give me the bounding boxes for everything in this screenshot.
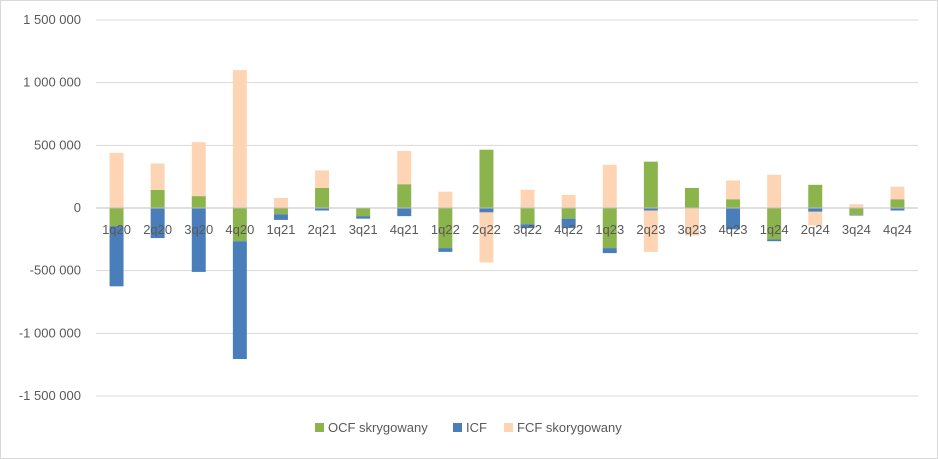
x-tick-label: 3q24 — [842, 222, 871, 237]
bar-2q21-series-0 — [315, 187, 330, 208]
bar-2q20-series-0 — [150, 189, 165, 208]
bar-3q20-series-1 — [191, 208, 206, 272]
bar-1q21-series-0 — [273, 208, 288, 215]
x-axis: 1q20 2q20 3q20 4q20 1q21 2q21 3q21 4q21 1q22 2q22… — [96, 207, 918, 237]
bar-2q24-series-1 — [808, 208, 823, 212]
bar-4q20-series-1 — [232, 241, 247, 360]
bar-3q23-series-2 — [684, 208, 699, 236]
x-tick-label: 3q21 — [349, 222, 378, 237]
legend-swatch — [504, 423, 513, 432]
bar-1q21-series-1 — [273, 214, 288, 220]
x-tick-label: 1q23 — [595, 222, 624, 237]
x-tick-label: 3q23 — [677, 222, 706, 237]
bar-1q24-series-0 — [767, 208, 782, 240]
x-tick-label: 2q23 — [636, 222, 665, 237]
y-tick-label: 1 500 000 — [23, 12, 81, 27]
x-tick-label: 4q21 — [390, 222, 419, 237]
bar-2q20-series-1 — [150, 208, 165, 239]
bar-2q24-series-2 — [808, 211, 823, 226]
x-tick-label: 4q20 — [225, 222, 254, 237]
bar-4q21-series-1 — [397, 208, 412, 217]
bar-3q21-series-0 — [356, 208, 371, 217]
bar-1q24-series-2 — [767, 174, 782, 208]
bar-1q20-series-0 — [109, 208, 124, 227]
bar-4q23-series-0 — [726, 199, 741, 208]
bar-1q22-series-2 — [438, 191, 453, 208]
y-tick-label: -1 000 000 — [19, 325, 81, 340]
bar-3q24-series-0 — [849, 208, 864, 215]
y-tick-label: -500 000 — [30, 263, 81, 278]
bar-2q21-series-2 — [315, 170, 330, 188]
x-tick-label: 3q20 — [184, 222, 213, 237]
bar-4q24-series-0 — [890, 199, 905, 208]
bar-2q23-series-0 — [643, 161, 658, 208]
bar-3q24-series-1 — [849, 214, 864, 216]
x-tick-label: 2q22 — [472, 222, 501, 237]
y-tick-label: 0 — [74, 200, 81, 215]
x-tick-label: 2q21 — [308, 222, 337, 237]
legend-label: ICF — [466, 420, 487, 435]
bar-2q20-series-2 — [150, 163, 165, 190]
x-tick-label: 1q22 — [431, 222, 460, 237]
y-tick-label: -1 500 000 — [19, 388, 81, 403]
legend-swatch — [453, 423, 462, 432]
bar-1q20-series-2 — [109, 152, 124, 208]
bar-4q23-series-1 — [726, 208, 741, 230]
x-tick-label: 1q24 — [760, 222, 789, 237]
legend: OCF skrygowany ICF FCF skorygowany — [315, 420, 622, 435]
bar-1q23-series-2 — [602, 164, 617, 208]
bar-1q23-series-0 — [602, 208, 617, 249]
x-tick-label: 4q22 — [554, 222, 583, 237]
bar-2q21-series-1 — [315, 208, 330, 211]
bar-4q20-series-2 — [232, 70, 247, 208]
legend-label: OCF skrygowany — [328, 420, 428, 435]
bar-3q22-series-1 — [520, 224, 535, 229]
bar-4q21-series-2 — [397, 150, 412, 185]
bars — [109, 70, 905, 360]
bar-1q23-series-1 — [602, 248, 617, 254]
x-tick-label: 2q20 — [143, 222, 172, 237]
bar-3q21-series-1 — [356, 216, 371, 219]
x-tick-label: 1q21 — [266, 222, 295, 237]
bar-2q22-series-1 — [479, 208, 494, 213]
x-tick-label: 2q24 — [801, 222, 830, 237]
bar-2q23-series-2 — [643, 210, 658, 252]
legend-swatch — [315, 423, 324, 432]
legend-label: FCF skorygowany — [517, 420, 622, 435]
bar-3q24-series-2 — [849, 204, 864, 208]
x-tick-label: 3q22 — [513, 222, 542, 237]
bar-1q24-series-1 — [767, 239, 782, 242]
bar-3q22-series-2 — [520, 189, 535, 208]
bar-1q21-series-2 — [273, 197, 288, 208]
bar-4q24-series-1 — [890, 208, 905, 211]
x-tick-label: 4q24 — [883, 222, 912, 237]
x-tick-label: 1q20 — [102, 222, 131, 237]
bar-2q22-series-0 — [479, 149, 494, 208]
y-tick-label: 1 000 000 — [23, 75, 81, 90]
bar-3q20-series-2 — [191, 142, 206, 197]
x-tick-label: 4q23 — [719, 222, 748, 237]
bar-3q22-series-0 — [520, 208, 535, 225]
y-tick-label: 500 000 — [34, 137, 81, 152]
bar-4q20-series-0 — [232, 208, 247, 242]
bar-1q22-series-1 — [438, 248, 453, 252]
bar-4q22-series-1 — [561, 218, 576, 229]
bar-4q24-series-2 — [890, 186, 905, 200]
bar-3q23-series-0 — [684, 187, 699, 208]
bar-4q22-series-2 — [561, 194, 576, 208]
bar-3q20-series-0 — [191, 196, 206, 208]
bar-1q20-series-1 — [109, 226, 124, 287]
bar-4q23-series-2 — [726, 180, 741, 200]
y-axis: 1 500 000 1 000 000 500 000 0 -500 000 -1 000… — [19, 12, 81, 403]
bar-4q21-series-0 — [397, 184, 412, 208]
bar-4q22-series-0 — [561, 208, 576, 219]
bar-2q23-series-1 — [643, 208, 658, 211]
bar-2q24-series-0 — [808, 184, 823, 208]
bar-1q22-series-0 — [438, 208, 453, 249]
bar-2q22-series-2 — [479, 212, 494, 263]
